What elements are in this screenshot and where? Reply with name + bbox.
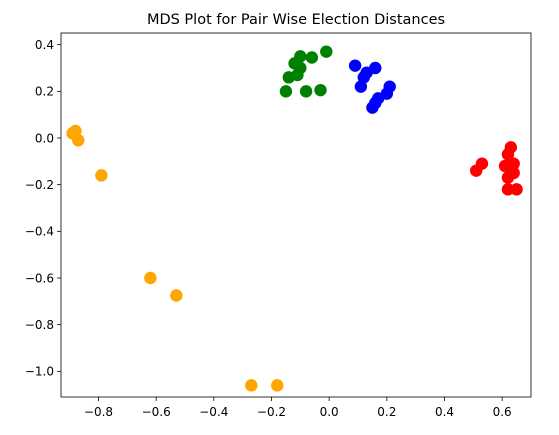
point-red-9 xyxy=(501,183,515,196)
point-red-10 xyxy=(510,183,523,196)
point-red-5 xyxy=(470,164,483,177)
x-axis: −0.8 −0.6 −0.4 −0.2 0.0 0.2 0.4 0.6 xyxy=(84,397,512,419)
point-green-7 xyxy=(279,85,293,98)
point-green-8 xyxy=(299,85,313,98)
point-blue-9 xyxy=(366,101,379,114)
point-orange-2 xyxy=(72,134,85,147)
y-axis: 0.4 0.2 0.0 −0.2 −0.4 −0.6 −0.8 −1.0 xyxy=(25,38,61,379)
point-orange-3 xyxy=(95,169,108,182)
x-tick-label: 0.6 xyxy=(493,405,512,419)
y-tick-label: −0.6 xyxy=(25,271,54,285)
point-green-9 xyxy=(314,83,327,97)
point-red-1 xyxy=(501,148,515,161)
point-blue-0 xyxy=(348,59,362,72)
x-tick-label: −0.2 xyxy=(257,405,286,419)
point-red-8 xyxy=(501,171,515,184)
point-green-1 xyxy=(305,51,319,64)
x-tick-label: 0.2 xyxy=(377,405,396,419)
data-points xyxy=(66,45,523,392)
point-blue-3 xyxy=(357,71,370,84)
y-tick-label: −1.0 xyxy=(25,365,54,379)
point-green-6 xyxy=(282,71,295,84)
point-orange-7 xyxy=(271,379,284,392)
x-tick-label: −0.8 xyxy=(84,405,113,419)
axes-frame xyxy=(60,32,532,398)
x-tick-label: 0.4 xyxy=(435,405,454,419)
y-tick-label: 0.0 xyxy=(35,131,54,145)
y-tick-label: 0.4 xyxy=(35,38,54,52)
point-green-0 xyxy=(320,45,333,58)
y-tick-label: −0.8 xyxy=(25,318,54,332)
y-tick-label: −0.2 xyxy=(25,178,54,192)
point-blue-4 xyxy=(354,80,368,93)
x-tick-label: −0.4 xyxy=(199,405,228,419)
y-tick-label: 0.2 xyxy=(35,85,54,99)
point-blue-2 xyxy=(369,61,382,75)
x-tick-label: −0.6 xyxy=(142,405,171,419)
x-tick-label: 0.0 xyxy=(320,405,339,419)
point-orange-4 xyxy=(144,271,157,285)
chart-title: MDS Plot for Pair Wise Election Distance… xyxy=(147,12,445,28)
point-orange-6 xyxy=(245,379,258,392)
point-orange-5 xyxy=(170,289,183,302)
y-tick-label: −0.4 xyxy=(25,225,54,239)
